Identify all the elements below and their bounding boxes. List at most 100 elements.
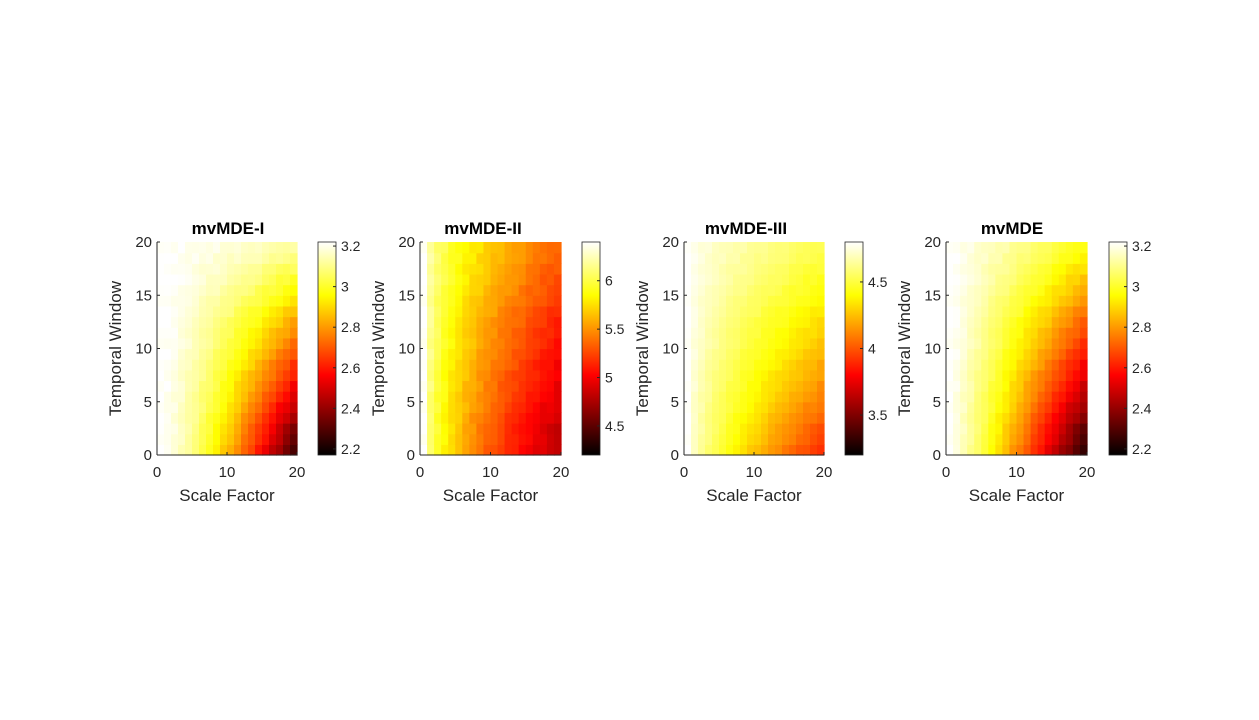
heatmap-cell: [988, 327, 996, 339]
heatmap-cell: [1044, 391, 1053, 403]
heatmap-cell: [227, 327, 235, 339]
heatmap-cell: [817, 401, 825, 413]
heatmap-cell: [1030, 380, 1039, 392]
heatmap-cell: [164, 359, 172, 371]
heatmap-cell: [698, 327, 706, 339]
heatmap-cell: [469, 423, 477, 435]
heatmap-cell: [740, 242, 748, 254]
heatmap-cell: [248, 305, 256, 318]
heatmap-cell: [255, 391, 263, 403]
heatmap-cell: [995, 242, 1003, 254]
x-tick-label: 10: [482, 464, 499, 481]
heatmap-cell: [185, 369, 193, 382]
colorbar-tick-label: 4: [868, 341, 876, 357]
heatmap-cell: [1058, 369, 1067, 382]
heatmap-cell: [262, 284, 270, 296]
heatmap-cell: [1044, 327, 1053, 339]
heatmap-cell: [726, 380, 734, 392]
heatmap-cell: [775, 423, 783, 435]
heatmap-cell: [283, 391, 291, 403]
heatmap-cell: [810, 391, 818, 403]
heatmap-cell: [234, 263, 242, 275]
heatmap-cell: [164, 444, 172, 456]
y-axis-label: Temporal Window: [369, 280, 388, 416]
heatmap-cell: [220, 252, 228, 264]
heatmap-cell: [782, 273, 790, 286]
heatmap-cell: [988, 348, 996, 360]
heatmap-cell: [988, 391, 996, 403]
heatmap-cell: [227, 391, 235, 403]
heatmap-cell: [164, 263, 172, 275]
heatmap-cell: [740, 273, 748, 286]
heatmap-cell: [420, 295, 428, 307]
heatmap-cell: [946, 423, 954, 435]
heatmap-cell: [1058, 263, 1067, 275]
heatmap-cell: [248, 412, 256, 424]
heatmap-cell: [192, 295, 200, 307]
heatmap-cell: [754, 391, 762, 403]
colorbar-tick-label: 2.2: [1132, 441, 1152, 457]
heatmap-cell: [546, 391, 555, 403]
heatmap-cell: [234, 433, 242, 445]
heatmap-cell: [684, 412, 692, 424]
heatmap-cell: [420, 401, 428, 413]
heatmap-cell: [483, 305, 492, 318]
heatmap-cell: [782, 327, 790, 339]
heatmap-cell: [199, 391, 207, 403]
colorbar-tick-label: 2.2: [341, 441, 361, 457]
heatmap-cell: [504, 327, 513, 339]
heatmap-cell: [469, 380, 477, 392]
heatmap-cell: [157, 337, 165, 350]
heatmap-cell: [1037, 327, 1046, 339]
heatmap-cell: [726, 412, 734, 424]
heatmap-cell: [995, 305, 1003, 318]
colorbar: 4.555.56: [581, 241, 625, 456]
heatmap-cell: [497, 369, 506, 382]
heatmap-cell: [726, 369, 734, 382]
heatmap-cell: [255, 348, 263, 360]
heatmap-cell: [995, 252, 1003, 264]
heatmap-cell: [553, 337, 562, 350]
heatmap-cell: [698, 359, 706, 371]
heatmap-cell: [206, 401, 214, 413]
heatmap-cell: [817, 273, 825, 286]
heatmap-cell: [276, 242, 284, 254]
heatmap-cell: [262, 316, 270, 328]
heatmap-cell: [234, 327, 242, 339]
heatmap-cell: [462, 369, 470, 382]
heatmap-cell: [726, 273, 734, 286]
heatmap-cell: [490, 380, 499, 392]
heatmap-cell: [726, 284, 734, 296]
heatmap-cell: [462, 348, 470, 360]
heatmap-cell: [476, 444, 485, 456]
heatmap-cell: [469, 305, 477, 318]
heatmap-cell: [532, 242, 541, 254]
heatmap-cell: [803, 369, 811, 382]
heatmap-cell: [1044, 444, 1053, 456]
heatmap-cell: [967, 401, 975, 413]
heatmap-cell: [262, 337, 270, 350]
heatmap-cell: [178, 444, 186, 456]
heatmap-cell: [946, 284, 954, 296]
y-tick-label: 10: [924, 341, 941, 358]
heatmap-cell: [953, 252, 961, 264]
heatmap-cell: [803, 263, 811, 275]
heatmap-cell: [448, 412, 456, 424]
heatmap-cell: [946, 263, 954, 275]
heatmap-cell: [789, 295, 797, 307]
heatmap-cell: [206, 337, 214, 350]
heatmap-cell: [434, 327, 442, 339]
heatmap-cell: [960, 359, 968, 371]
heatmap-cell: [185, 348, 193, 360]
heatmap-cell: [789, 391, 797, 403]
heatmap-cell: [192, 252, 200, 264]
heatmap-cell: [553, 295, 562, 307]
heatmap-cell: [518, 327, 527, 339]
heatmap-cell: [1030, 327, 1039, 339]
heatmap-cell: [705, 305, 713, 318]
heatmap-cell: [157, 412, 165, 424]
heatmap-cell: [539, 380, 548, 392]
heatmap-cell: [483, 273, 492, 286]
heatmap-cell: [269, 263, 277, 275]
heatmap-cell: [726, 252, 734, 264]
